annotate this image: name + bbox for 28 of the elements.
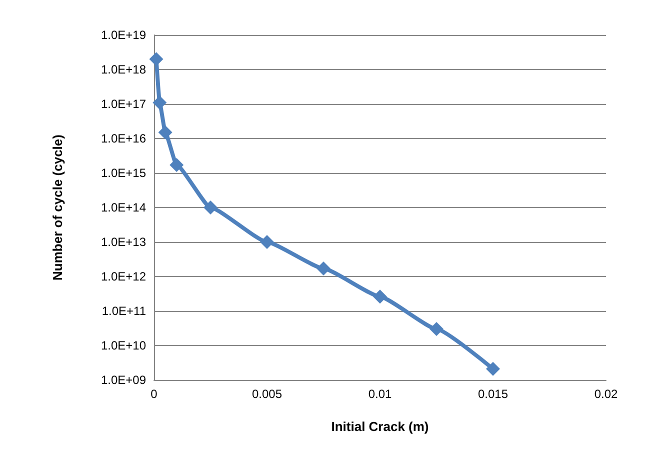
point [149,52,164,66]
point [316,262,330,276]
y-tick-label: 1.0E+17 [100,97,146,111]
point [158,125,172,140]
x-axis-title: Initial Crack (m) [331,419,429,434]
y-tick-label: 1.0E+10 [100,338,146,352]
point [170,158,184,172]
y-tick-label: 1.0E+15 [100,166,146,180]
y-tick-label: 1.0E+11 [102,304,146,318]
y-tick-label: 1.0E+18 [100,62,146,76]
y-tick-label: 1.0E+12 [100,270,146,284]
x-tick-label: 0.005 [252,387,282,401]
y-tick-label: 1.0E+19 [100,28,146,42]
x-tick-label: 0 [150,387,158,401]
y-tick-label: 1.0E+09 [100,373,146,387]
x-tick-label: 0.015 [478,387,508,401]
y-axis-title: Number of cycle (cycle) [50,134,65,280]
x-tick-label: 0.02 [594,387,618,401]
point [152,96,167,110]
point [373,290,387,304]
point [260,235,274,249]
point [204,200,218,214]
y-tick-label: 1.0E+13 [100,235,146,249]
point [486,362,500,376]
y-tick-label: 1.0E+14 [100,200,146,214]
x-tick-label: 0.01 [368,387,392,401]
point [430,322,444,336]
y-tick-label: 1.0E+16 [100,132,146,146]
